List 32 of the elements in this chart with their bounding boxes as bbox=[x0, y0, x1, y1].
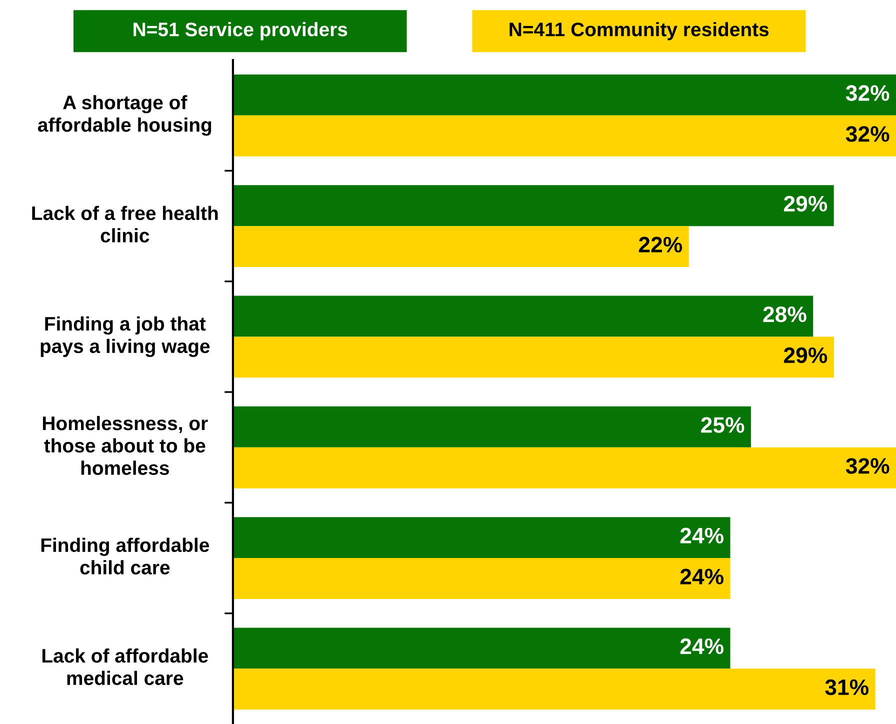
bar bbox=[232, 628, 730, 669]
bar bbox=[232, 74, 896, 116]
text: N=411 Community residents bbox=[510, 22, 769, 40]
data-label: 29% bbox=[784, 196, 828, 212]
bar bbox=[232, 336, 834, 378]
y-tick-label: Homelessness, or those about to be homeless bbox=[42, 416, 208, 475]
bar bbox=[232, 185, 834, 226]
data-label: 32% bbox=[846, 85, 890, 101]
data-label: 32% bbox=[846, 458, 890, 474]
y-tick-label: A shortage of affordable housing bbox=[38, 95, 212, 136]
data-label: 24% bbox=[680, 568, 724, 584]
data-label: 24% bbox=[680, 638, 724, 654]
y-tick-label: Lack of a free health clinic bbox=[32, 206, 218, 242]
data-label: 29% bbox=[784, 347, 828, 364]
y-tick-label: Finding a job that pays a living wage bbox=[40, 316, 210, 358]
data-label: 28% bbox=[763, 306, 806, 322]
bar bbox=[232, 447, 896, 488]
bar bbox=[232, 406, 751, 448]
data-label: 24% bbox=[680, 528, 724, 544]
bar bbox=[232, 668, 876, 710]
data-label: 32% bbox=[846, 126, 890, 142]
data-label: 25% bbox=[701, 417, 744, 433]
bar bbox=[232, 558, 730, 599]
bar bbox=[232, 226, 689, 268]
data-label: 22% bbox=[638, 236, 682, 252]
data-label: 31% bbox=[825, 679, 869, 696]
y-tick-label: Lack of affordable medical care bbox=[42, 648, 208, 686]
bar bbox=[232, 296, 814, 337]
bar bbox=[232, 115, 896, 156]
series-label: N=51 Service providers bbox=[134, 22, 348, 40]
y-tick-label: Finding affordable child care bbox=[41, 538, 210, 574]
bar bbox=[232, 517, 730, 558]
